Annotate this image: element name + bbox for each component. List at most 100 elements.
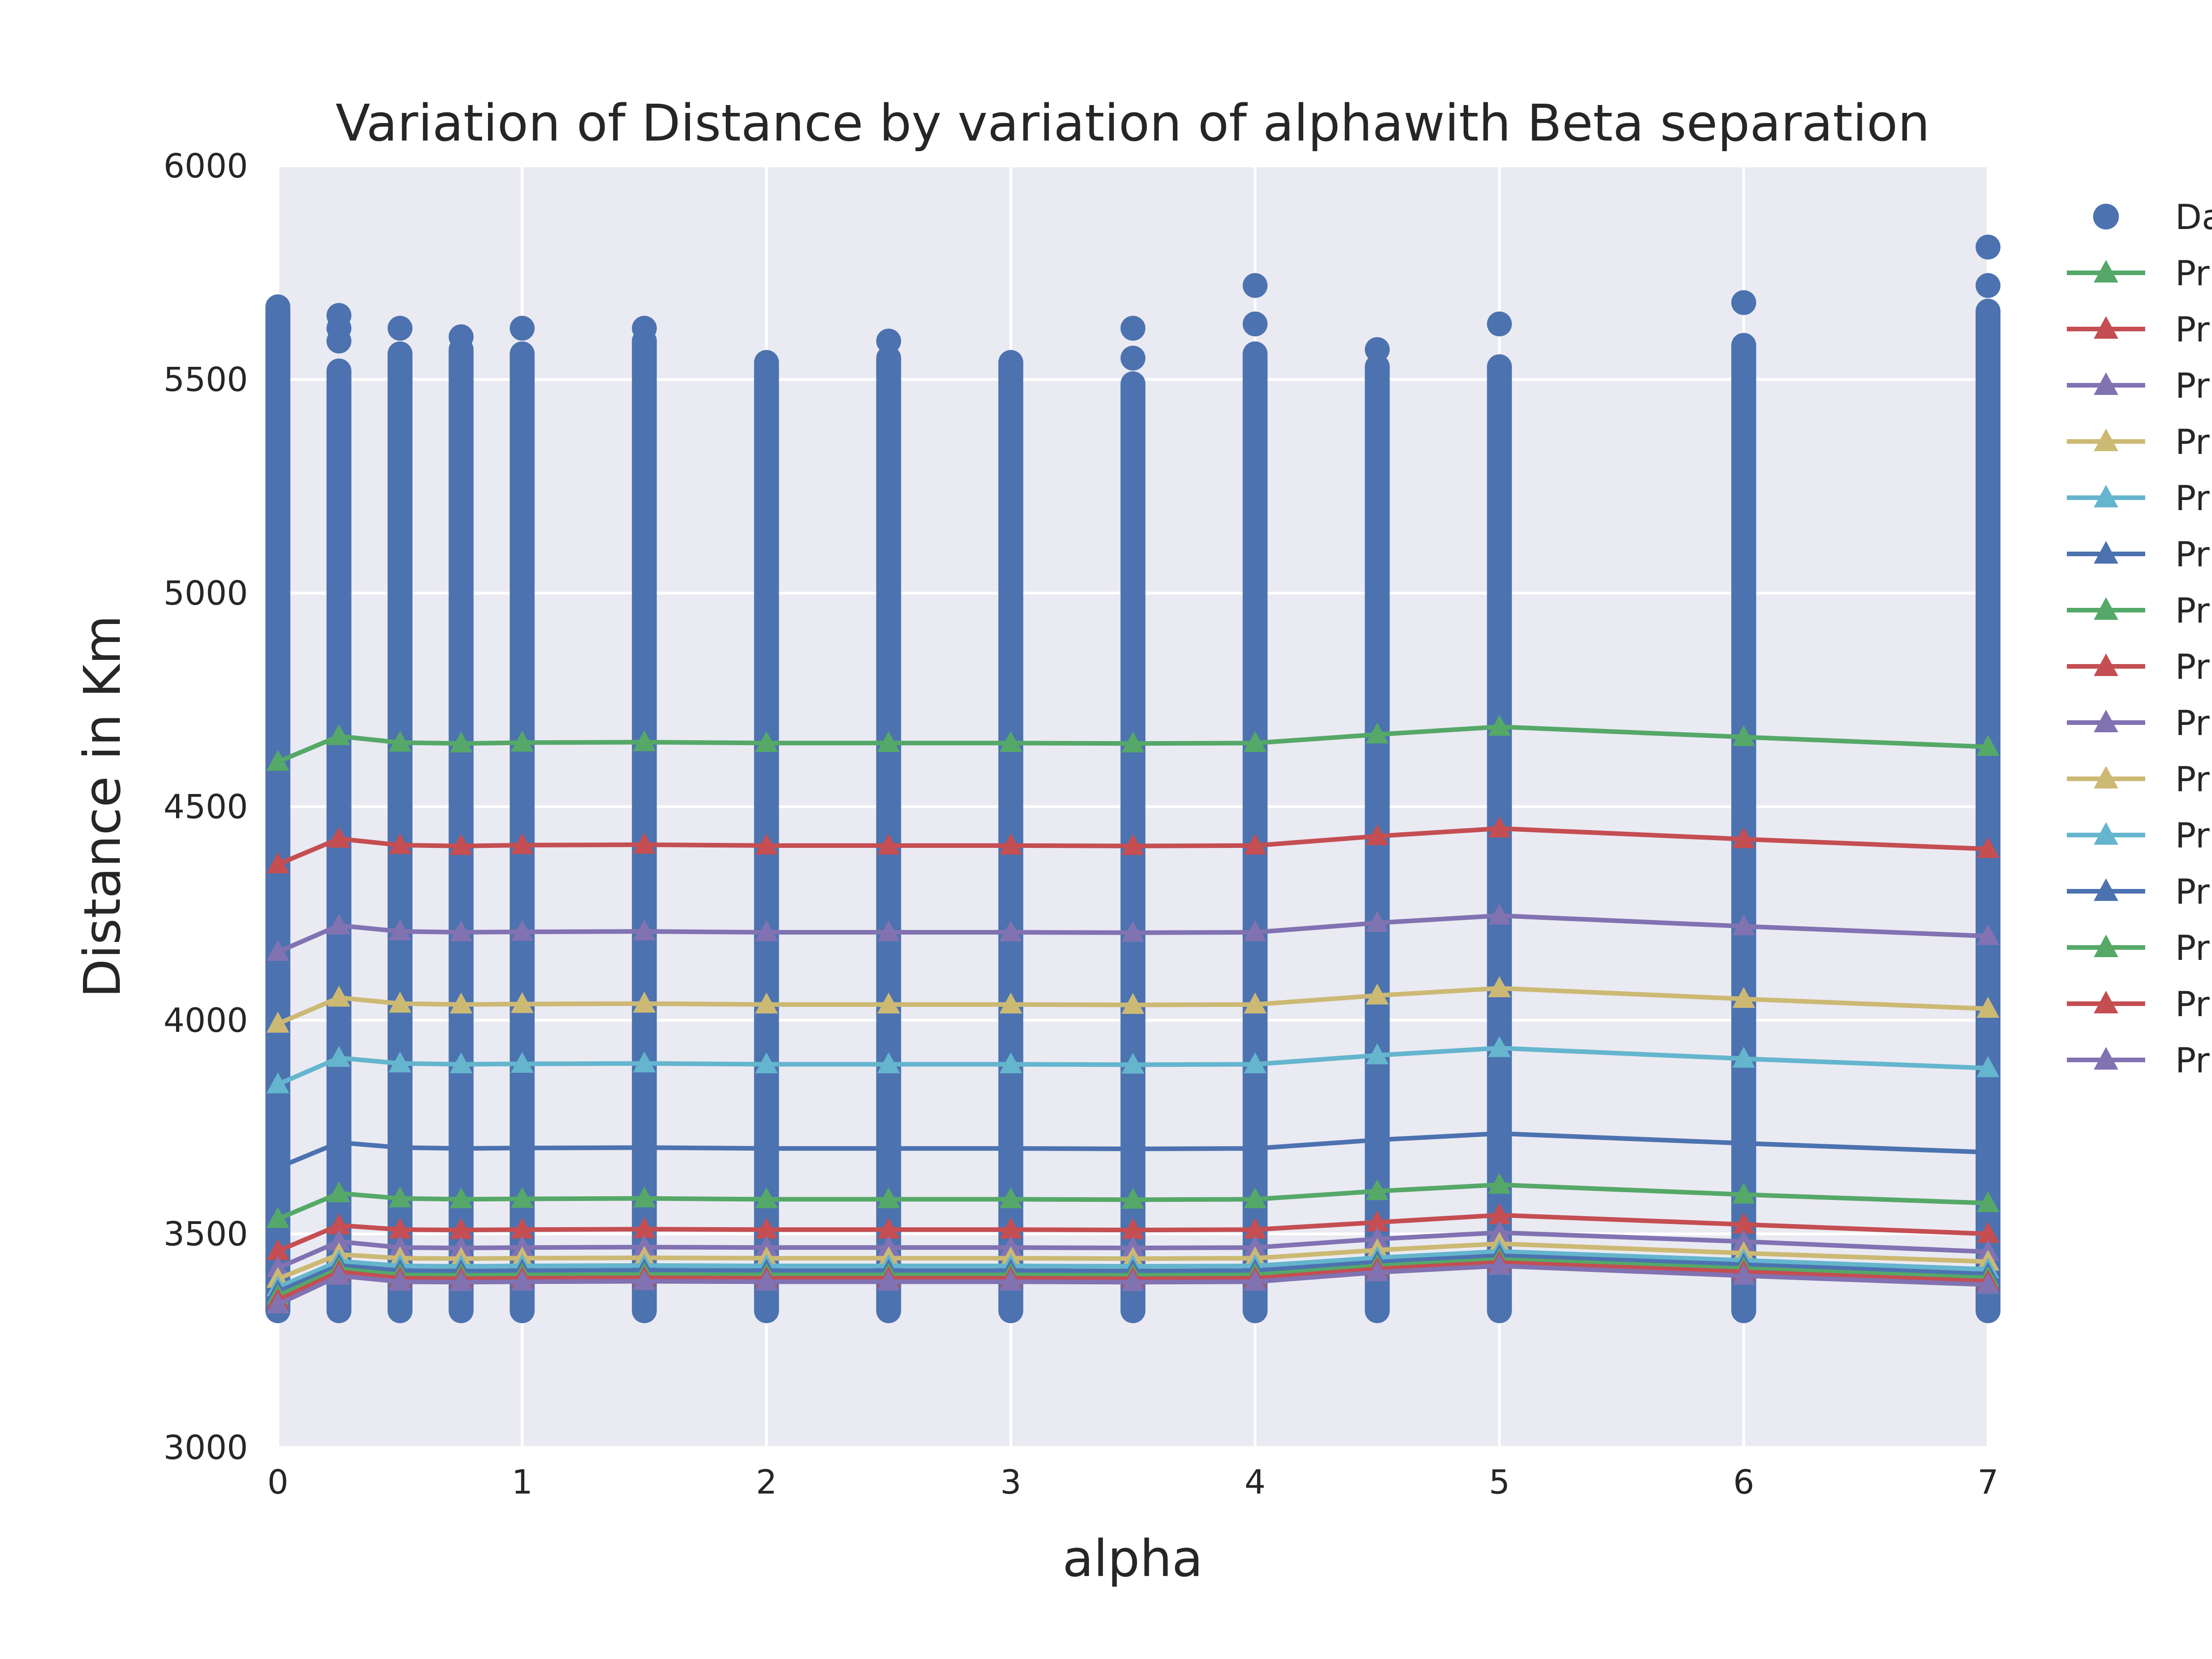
series-marker bbox=[1977, 1222, 2000, 1243]
series-marker bbox=[511, 1235, 534, 1257]
series-marker bbox=[449, 1187, 473, 1208]
scatter-point bbox=[1242, 341, 1268, 366]
series-marker bbox=[1732, 1264, 1755, 1285]
legend-item: Pr bbox=[2067, 422, 2210, 462]
series-marker bbox=[266, 940, 289, 961]
series-marker bbox=[1365, 1210, 1389, 1231]
legend-marker bbox=[2094, 822, 2118, 845]
series-marker bbox=[511, 833, 534, 854]
legend-label: Pr bbox=[2175, 590, 2210, 631]
series-marker bbox=[999, 731, 1023, 752]
series-marker bbox=[1488, 1036, 1511, 1057]
scatter-point bbox=[1731, 1298, 1756, 1324]
legend-marker bbox=[2094, 316, 2118, 339]
scatter-series bbox=[265, 235, 2000, 1324]
scatter-point bbox=[510, 1298, 535, 1324]
series-marker bbox=[1732, 1182, 1755, 1204]
series-marker bbox=[1732, 914, 1755, 935]
series-marker bbox=[511, 1187, 534, 1208]
series-marker bbox=[1365, 722, 1389, 744]
series-marker bbox=[1121, 1188, 1145, 1209]
series-marker bbox=[1488, 1254, 1511, 1275]
series-marker bbox=[633, 1186, 656, 1208]
series-marker bbox=[633, 991, 656, 1013]
x-axis-label: alpha bbox=[1063, 1529, 1203, 1588]
series-marker bbox=[755, 920, 778, 941]
scatter-point bbox=[876, 1298, 901, 1324]
legend-item: Pr bbox=[2067, 478, 2210, 518]
scatter-point bbox=[1976, 316, 2000, 341]
series-marker bbox=[511, 1218, 534, 1239]
series-marker bbox=[266, 750, 289, 771]
series-marker bbox=[327, 1046, 351, 1067]
legend-item: Pr bbox=[2067, 534, 2210, 575]
series-marker bbox=[1243, 833, 1267, 855]
series-marker bbox=[266, 1239, 289, 1260]
series-marker bbox=[999, 992, 1023, 1014]
series-marker bbox=[633, 1217, 656, 1238]
series-marker bbox=[1243, 1235, 1267, 1257]
series-marker bbox=[327, 1213, 351, 1235]
series-marker bbox=[1121, 1270, 1145, 1291]
scatter-point bbox=[510, 341, 535, 366]
series-marker bbox=[266, 1072, 289, 1094]
series-marker bbox=[1243, 1052, 1267, 1073]
y-tick-label: 6000 bbox=[164, 147, 248, 185]
series-marker bbox=[1977, 1056, 2000, 1077]
series-marker bbox=[1977, 924, 2000, 945]
series-marker bbox=[877, 833, 900, 855]
series-marker bbox=[511, 730, 534, 752]
scatter-point bbox=[448, 1298, 474, 1324]
series-marker bbox=[388, 1135, 412, 1157]
scatter-point bbox=[1120, 346, 1146, 371]
scatter-point bbox=[1120, 316, 1146, 341]
series-marker bbox=[327, 1130, 351, 1152]
scatter-column bbox=[632, 341, 657, 1311]
series-marker bbox=[449, 1218, 473, 1239]
scatter-point bbox=[1976, 235, 2000, 260]
y-tick-label: 4000 bbox=[164, 1001, 248, 1040]
scatter-point bbox=[876, 346, 901, 371]
series-marker bbox=[877, 1052, 900, 1073]
series-marker bbox=[449, 1236, 473, 1257]
series-marker bbox=[633, 833, 656, 854]
series-marker bbox=[449, 834, 473, 855]
series-marker bbox=[327, 985, 351, 1007]
series-marker bbox=[449, 920, 473, 941]
series-marker bbox=[877, 1270, 900, 1291]
series-marker bbox=[1243, 1187, 1267, 1208]
x-tick-label: 7 bbox=[1977, 1463, 1999, 1501]
series-marker bbox=[1977, 1191, 2000, 1212]
series-marker bbox=[877, 731, 900, 752]
series-marker bbox=[1977, 735, 2000, 756]
series-marker bbox=[999, 920, 1023, 941]
legend-item: Pr bbox=[2067, 365, 2210, 406]
series-marker bbox=[755, 833, 778, 855]
legend-marker bbox=[2094, 766, 2118, 788]
legend-label: Pr bbox=[2175, 253, 2210, 294]
series-marker bbox=[1121, 1218, 1145, 1239]
series-marker bbox=[755, 992, 778, 1014]
legend-marker bbox=[2094, 372, 2118, 395]
legend-label: Pr bbox=[2175, 815, 2210, 856]
series-marker bbox=[1488, 976, 1511, 997]
legend-marker bbox=[2094, 485, 2118, 507]
x-tick-label: 0 bbox=[267, 1463, 288, 1501]
series-marker bbox=[1365, 1260, 1389, 1282]
legend-label: Pr bbox=[2175, 365, 2210, 406]
series-marker bbox=[327, 913, 351, 935]
legend-marker bbox=[2093, 204, 2119, 229]
legend-item: Pr bbox=[2067, 984, 2210, 1024]
scatter-column bbox=[510, 353, 535, 1311]
series-marker bbox=[1121, 920, 1145, 942]
series-marker bbox=[449, 1136, 473, 1158]
series-marker bbox=[1732, 725, 1755, 746]
series-marker bbox=[633, 1135, 656, 1157]
series-marker bbox=[999, 833, 1023, 855]
series-marker bbox=[1121, 993, 1145, 1014]
series-marker bbox=[1732, 1047, 1755, 1068]
y-axis-label: Distance in Km bbox=[73, 615, 132, 998]
series-marker bbox=[1121, 1053, 1145, 1074]
series-marker bbox=[1243, 731, 1267, 752]
